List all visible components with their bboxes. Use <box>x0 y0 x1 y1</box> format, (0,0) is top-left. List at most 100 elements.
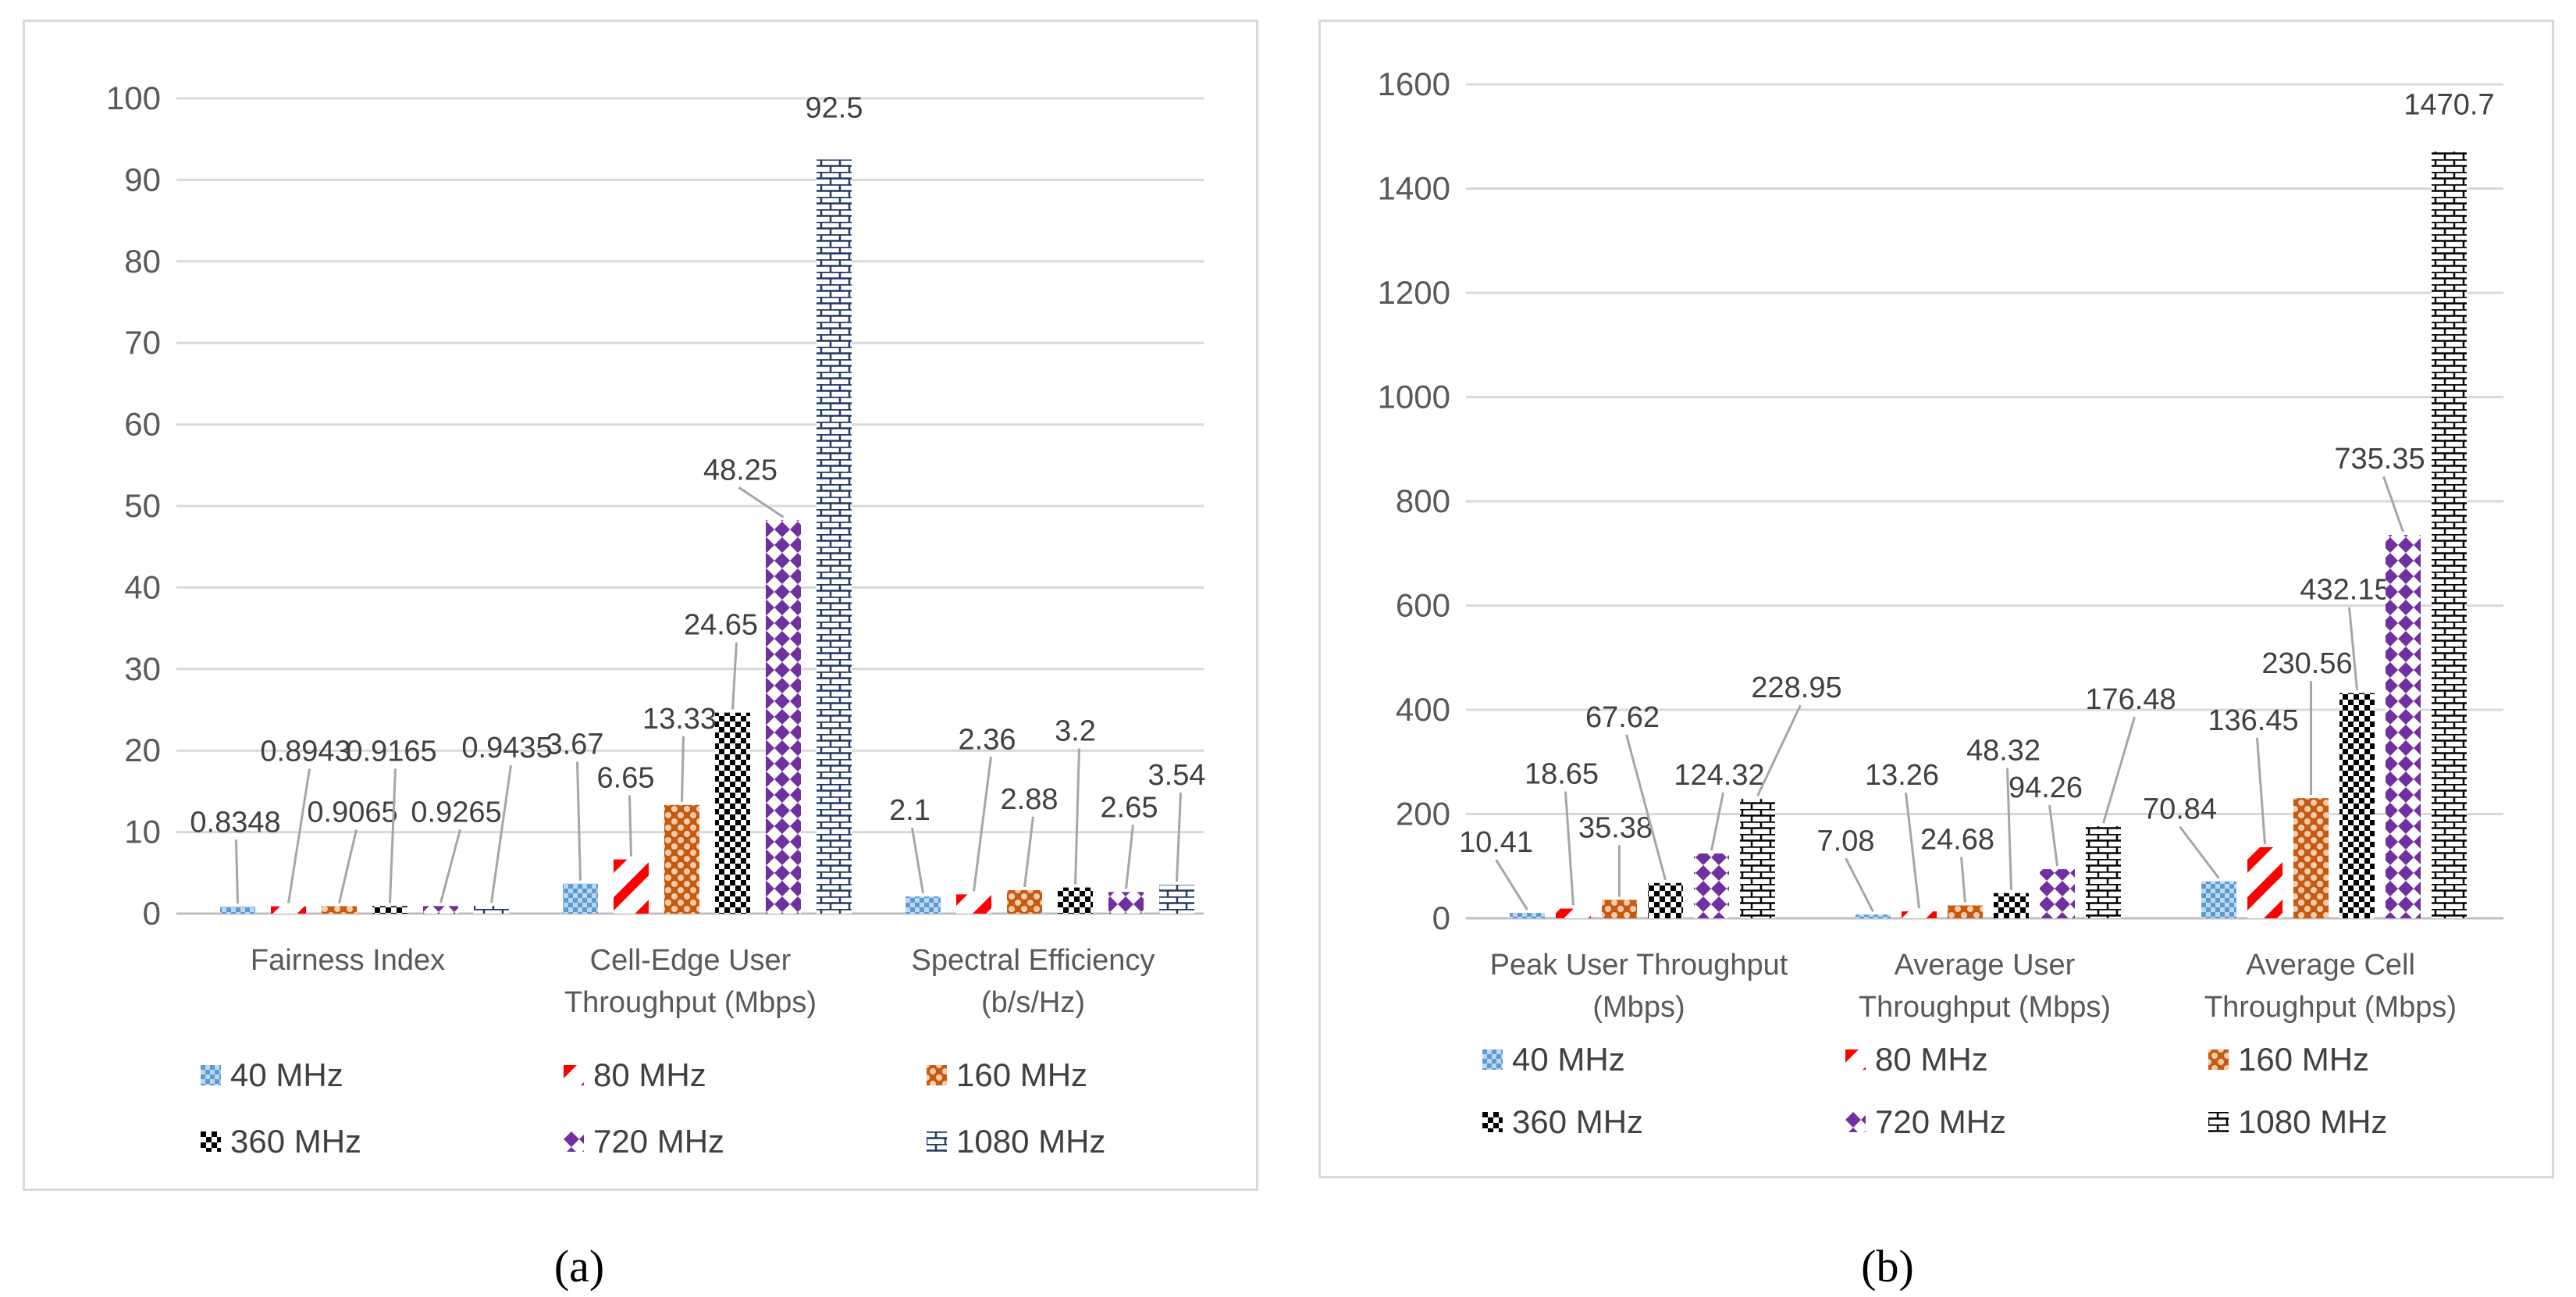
label-leader-line <box>1564 791 1574 906</box>
legend-swatch <box>1845 1049 1866 1070</box>
x-category-label: Fairness Index <box>251 944 445 977</box>
legend-swatch <box>201 1131 221 1152</box>
y-tick-label: 800 <box>1396 483 1450 519</box>
data-label: 48.25 <box>703 454 777 486</box>
label-leader-line <box>738 486 785 518</box>
legend-swatch <box>1845 1112 1866 1132</box>
legend-swatch <box>927 1131 947 1152</box>
bar-1080-mhz-average-user-throughput-mbps <box>2086 826 2121 918</box>
legend-label: 720 MHz <box>593 1123 725 1160</box>
bar-720-mhz-peak-user-throughput-mbps <box>1694 853 1729 918</box>
bar-40-mhz-cell-edge-user-throughput-mbps <box>563 883 598 914</box>
bar-160-mhz-cell-edge-user-throughput-mbps <box>664 804 699 914</box>
bar-80-mhz-cell-edge-user-throughput-mbps <box>614 859 649 914</box>
y-tick-label: 90 <box>124 161 161 198</box>
data-label: 432.15 <box>2300 574 2390 607</box>
y-tick-label: 100 <box>106 80 161 116</box>
legend-item-360-mhz: 360 MHz <box>201 1123 361 1160</box>
y-tick-label: 1400 <box>1378 170 1450 207</box>
data-label: 0.8943 <box>260 736 350 768</box>
bar-720-mhz-fairness-index <box>423 906 458 914</box>
y-tick-label: 1000 <box>1378 379 1450 415</box>
data-label: 228.95 <box>1751 672 1841 704</box>
data-label: 7.08 <box>1817 825 1875 857</box>
bar-40-mhz-fairness-index <box>220 907 255 914</box>
label-leader-line <box>973 757 992 892</box>
x-category-label: Peak User Throughput <box>1490 949 1788 982</box>
data-label: 94.26 <box>2008 771 2083 804</box>
bar-720-mhz-spectral-efficiency-b-s-hz <box>1108 892 1144 914</box>
legend-label: 80 MHz <box>593 1056 706 1093</box>
data-label: 176.48 <box>2085 683 2176 716</box>
label-leader-line <box>2006 768 2012 890</box>
bar-160-mhz-peak-user-throughput-mbps <box>1602 900 1637 918</box>
chart-a-svg: 0 10 20 30 40 50 60 70 80 90 100 Fairness Index Cell… <box>106 80 1206 1019</box>
data-label: 2.88 <box>1001 783 1059 816</box>
data-label: 136.45 <box>2208 704 2298 737</box>
label-leader-line <box>1495 859 1528 910</box>
bar-1080-mhz-average-cell-throughput-mbps <box>2432 151 2467 919</box>
data-label: 48.32 <box>1966 735 2041 768</box>
data-label: 24.68 <box>1920 824 1994 857</box>
data-label: 0.9435 <box>461 732 552 764</box>
bar-80-mhz-peak-user-throughput-mbps <box>1556 908 1591 918</box>
label-leader-line <box>1023 816 1034 888</box>
bar-80-mhz-average-user-throughput-mbps <box>1902 911 1937 918</box>
y-tick-label: 70 <box>124 324 161 361</box>
legend-item-40-mhz: 40 MHz <box>201 1056 343 1094</box>
legend-label: 40 MHz <box>1512 1041 1625 1078</box>
legend-swatch <box>1482 1049 1503 1070</box>
bar-360-mhz-cell-edge-user-throughput-mbps <box>715 712 750 914</box>
legend-item-160-mhz: 160 MHz <box>2208 1041 2369 1078</box>
bar-720-mhz-average-user-throughput-mbps <box>2040 869 2075 918</box>
label-leader-line <box>2048 804 2058 867</box>
legend-item-80-mhz: 80 MHz <box>1845 1041 1988 1078</box>
x-category-label: Cell-Edge User <box>590 944 792 977</box>
label-leader-line <box>2348 607 2358 690</box>
label-leader-line <box>235 839 239 904</box>
bar-1080-mhz-fairness-index <box>474 906 509 914</box>
y-tick-label: 40 <box>124 568 161 605</box>
legend-label: 160 MHz <box>956 1056 1088 1093</box>
legend-label: 360 MHz <box>1512 1103 1644 1140</box>
data-label: 13.26 <box>1865 759 1939 792</box>
x-category-label: (Mbps) <box>1592 991 1685 1024</box>
bar-1080-mhz-peak-user-throughput-mbps <box>1740 799 1775 918</box>
label-leader-line <box>731 642 738 710</box>
y-tick-label: 60 <box>124 406 161 443</box>
legend-label: 720 MHz <box>1875 1103 2007 1140</box>
data-label: 3.54 <box>1148 759 1206 792</box>
legend-label: 360 MHz <box>230 1123 362 1160</box>
data-label: 124.32 <box>1674 759 1764 792</box>
x-category-label: Average User <box>1895 949 2076 982</box>
x-category-label: Throughput (Mbps) <box>564 986 817 1019</box>
data-label: 0.9265 <box>411 796 501 828</box>
bar-360-mhz-average-cell-throughput-mbps <box>2339 693 2375 918</box>
bar-360-mhz-fairness-index <box>372 906 407 914</box>
legend-label: 160 MHz <box>2238 1041 2370 1078</box>
legend-item-80-mhz: 80 MHz <box>564 1056 706 1094</box>
label-leader-line <box>287 768 311 903</box>
data-label: 67.62 <box>1585 701 1660 734</box>
x-category-label: Throughput (Mbps) <box>1859 991 2111 1024</box>
bar-160-mhz-fairness-index <box>322 906 357 914</box>
bar-1080-mhz-spectral-efficiency-b-s-hz <box>1159 885 1194 914</box>
bar-360-mhz-spectral-efficiency-b-s-hz <box>1058 887 1093 914</box>
legend-swatch <box>1482 1112 1503 1132</box>
y-tick-label: 80 <box>124 243 161 280</box>
legend-swatch <box>201 1065 221 1085</box>
label-leader-line <box>1710 792 1724 851</box>
legend-item-1080-mhz: 1080 MHz <box>2208 1103 2387 1141</box>
y-tick-label: 0 <box>1432 900 1450 936</box>
label-leader-line <box>1625 734 1667 881</box>
legend-label: 40 MHz <box>230 1056 343 1093</box>
data-label: 1470.7 <box>2403 88 2494 121</box>
label-leader-line <box>1176 792 1182 882</box>
data-label: 735.35 <box>2334 443 2425 476</box>
data-label: 35.38 <box>1578 811 1653 844</box>
y-tick-label: 1200 <box>1378 274 1450 311</box>
x-category-label: Average Cell <box>2246 949 2415 982</box>
bar-160-mhz-spectral-efficiency-b-s-hz <box>1007 889 1042 914</box>
label-leader-line <box>2382 476 2404 533</box>
data-label: 6.65 <box>597 762 655 795</box>
